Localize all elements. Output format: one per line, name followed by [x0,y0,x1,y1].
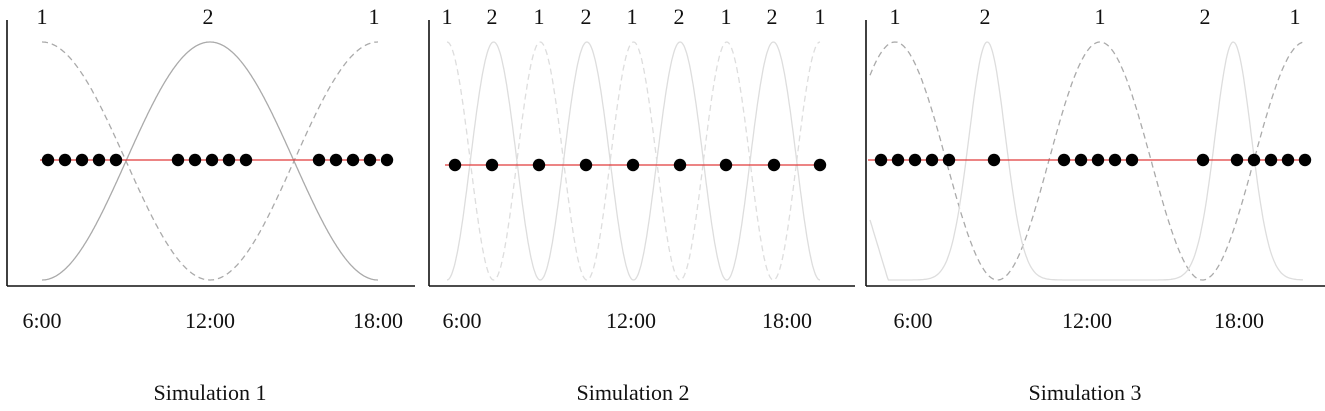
caption-simulation-1: Simulation 1 [153,380,267,405]
data-point [1264,153,1278,167]
dashed-series-curve [42,41,378,281]
data-point [719,158,733,172]
peak-label: 1 [37,4,48,29]
data-point [579,158,593,172]
data-point [485,158,499,172]
x-tick-label: 18:00 [353,308,403,333]
caption-simulation-2: Simulation 2 [576,380,690,405]
solid-series-curve [446,41,821,281]
peak-label: 2 [487,4,498,29]
data-point [1108,153,1122,167]
peak-label: 2 [203,4,214,29]
peak-label: 1 [721,4,732,29]
peak-label: 1 [815,4,826,29]
peak-label: 1 [442,4,453,29]
peak-label: 1 [1095,4,1106,29]
data-point [239,153,253,167]
data-point [942,153,956,167]
data-point [1281,153,1295,167]
peak-label: 1 [1290,4,1301,29]
peak-label: 2 [980,4,991,29]
dashed-series-curve [869,41,1304,281]
data-point [532,158,546,172]
peak-label: 2 [1200,4,1211,29]
peak-label: 1 [369,4,380,29]
dashed-series-curve [446,41,821,281]
data-point [109,153,123,167]
data-point [329,153,343,167]
x-tick-label: 12:00 [606,308,656,333]
data-point [767,158,781,172]
data-point [222,153,236,167]
solid-series-curve [42,41,378,281]
data-point [1125,153,1139,167]
data-point [874,153,888,167]
caption-simulation-3: Simulation 3 [1028,380,1142,405]
x-tick-label: 6:00 [442,308,481,333]
data-point [1247,153,1261,167]
x-tick-label: 18:00 [762,308,812,333]
x-tick-label: 6:00 [893,308,932,333]
x-tick-label: 6:00 [22,308,61,333]
data-point [363,153,377,167]
data-point [908,153,922,167]
data-point [1091,153,1105,167]
data-point [925,153,939,167]
peak-label: 2 [767,4,778,29]
x-tick-label: 18:00 [1214,308,1264,333]
data-point [1074,153,1088,167]
data-point [813,158,827,172]
data-point [626,158,640,172]
peak-label: 2 [674,4,685,29]
data-point [1057,153,1071,167]
data-point [171,153,185,167]
data-point [1230,153,1244,167]
data-point [58,153,72,167]
data-point [312,153,326,167]
data-point [891,153,905,167]
data-point [1298,153,1312,167]
data-point [1196,153,1210,167]
solid-series-curve [869,41,1304,281]
peak-label: 2 [581,4,592,29]
data-point [41,153,55,167]
data-point [346,153,360,167]
x-tick-label: 12:00 [185,308,235,333]
data-point [188,153,202,167]
data-point [380,153,394,167]
peak-label: 1 [627,4,638,29]
data-point [92,153,106,167]
x-tick-label: 12:00 [1062,308,1112,333]
peak-label: 1 [890,4,901,29]
data-point [987,153,1001,167]
peak-label: 1 [534,4,545,29]
data-point [205,153,219,167]
data-point [448,158,462,172]
data-point [75,153,89,167]
data-point [673,158,687,172]
